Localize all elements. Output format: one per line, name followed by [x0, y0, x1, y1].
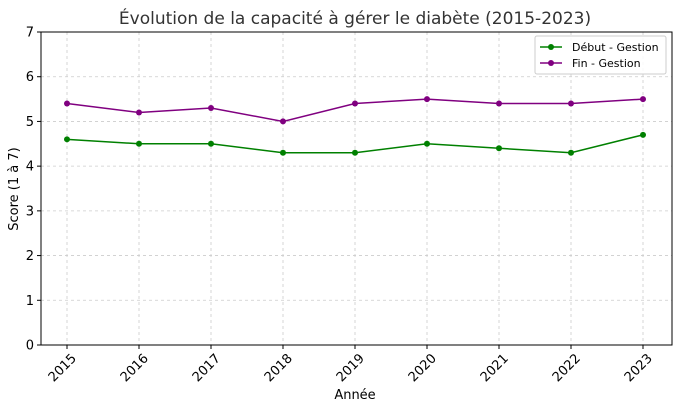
legend-label: Fin - Gestion: [572, 57, 641, 70]
y-tick-label: 4: [26, 160, 34, 175]
series-1: [64, 131, 646, 156]
data-point: [136, 109, 142, 116]
x-axis: 2015 2016 2017 2018 2019 2020 2021 2022 2023: [46, 345, 656, 385]
y-tick-label: 3: [26, 204, 34, 219]
x-tick-label: 2019: [334, 351, 368, 385]
data-point: [280, 149, 286, 156]
legend-marker: [548, 44, 554, 50]
series: [64, 96, 646, 156]
y-tick-label: 2: [26, 249, 34, 264]
x-tick-label: 2021: [478, 351, 512, 385]
data-point: [352, 100, 358, 107]
x-tick-label: 2018: [262, 351, 296, 385]
legend-item: Fin - Gestion: [540, 57, 641, 70]
legend-label: Début - Gestion: [572, 41, 659, 54]
y-axis: 0 1 2 3 4 5 6 7: [26, 26, 41, 354]
legend: Début - Gestion Fin - Gestion: [534, 35, 667, 75]
data-point: [64, 136, 70, 143]
data-point: [568, 100, 574, 107]
x-tick-label: 2020: [406, 351, 440, 385]
x-tick-label: 2016: [118, 351, 152, 385]
data-point: [352, 149, 358, 156]
data-point: [640, 131, 646, 138]
plot-frame: [40, 31, 673, 346]
data-point: [568, 149, 574, 156]
y-tick-label: 7: [26, 26, 34, 41]
x-tick-label: 2015: [46, 351, 80, 385]
grid: [41, 31, 672, 346]
data-point: [64, 100, 70, 107]
x-axis-title: Année: [334, 388, 375, 403]
data-point: [640, 96, 646, 103]
y-tick-label: 1: [26, 294, 34, 309]
data-point: [208, 140, 214, 147]
chart-title: Évolution de la capacité à gérer le diab…: [119, 7, 591, 29]
data-point: [496, 145, 502, 152]
x-tick-label: 2022: [550, 351, 584, 385]
series-2: [64, 96, 646, 125]
data-point: [496, 100, 502, 107]
data-point: [424, 140, 430, 147]
data-point: [280, 118, 286, 125]
y-tick-label: 0: [26, 339, 34, 354]
data-point: [208, 105, 214, 112]
y-axis-title: Score (1 à 7): [7, 147, 22, 230]
data-point: [136, 140, 142, 147]
legend-marker: [548, 60, 554, 66]
x-tick-label: 2023: [622, 351, 656, 385]
legend-item: Début - Gestion: [540, 41, 659, 54]
y-tick-label: 6: [26, 70, 34, 85]
legend-box: [534, 35, 667, 75]
y-tick-label: 5: [26, 115, 34, 130]
data-point: [424, 96, 430, 103]
x-tick-label: 2017: [190, 351, 224, 385]
